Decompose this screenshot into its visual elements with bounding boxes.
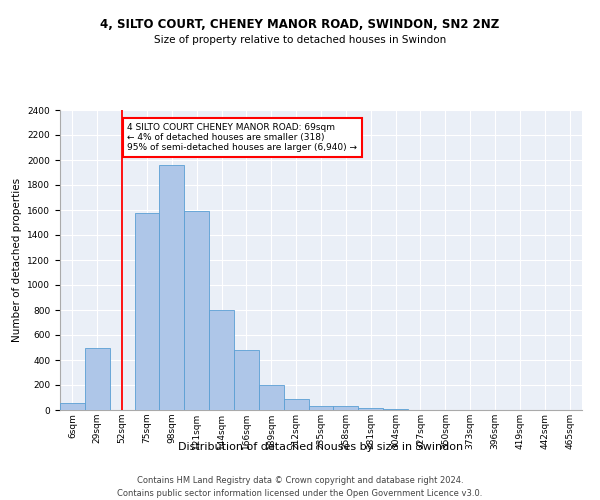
Text: 4 SILTO COURT CHENEY MANOR ROAD: 69sqm
← 4% of detached houses are smaller (318): 4 SILTO COURT CHENEY MANOR ROAD: 69sqm ←… (127, 122, 357, 152)
Bar (209, 310, 234, 410)
Bar (259, 385, 284, 410)
Text: Contains public sector information licensed under the Open Government Licence v3: Contains public sector information licen… (118, 489, 482, 498)
Bar (85, 348, 110, 410)
Text: Size of property relative to detached houses in Swindon: Size of property relative to detached ho… (154, 35, 446, 45)
Bar (358, 408, 383, 410)
Bar (184, 211, 209, 410)
Bar (160, 165, 184, 410)
Bar (308, 406, 334, 410)
Text: Distribution of detached houses by size in Swindon: Distribution of detached houses by size … (178, 442, 464, 452)
Text: Contains HM Land Registry data © Crown copyright and database right 2024.: Contains HM Land Registry data © Crown c… (137, 476, 463, 485)
Bar (60, 402, 85, 410)
Bar (334, 406, 358, 410)
Bar (234, 350, 259, 410)
Bar (284, 399, 308, 410)
Bar (134, 212, 160, 410)
Y-axis label: Number of detached properties: Number of detached properties (12, 178, 22, 342)
Text: 4, SILTO COURT, CHENEY MANOR ROAD, SWINDON, SN2 2NZ: 4, SILTO COURT, CHENEY MANOR ROAD, SWIND… (100, 18, 500, 30)
